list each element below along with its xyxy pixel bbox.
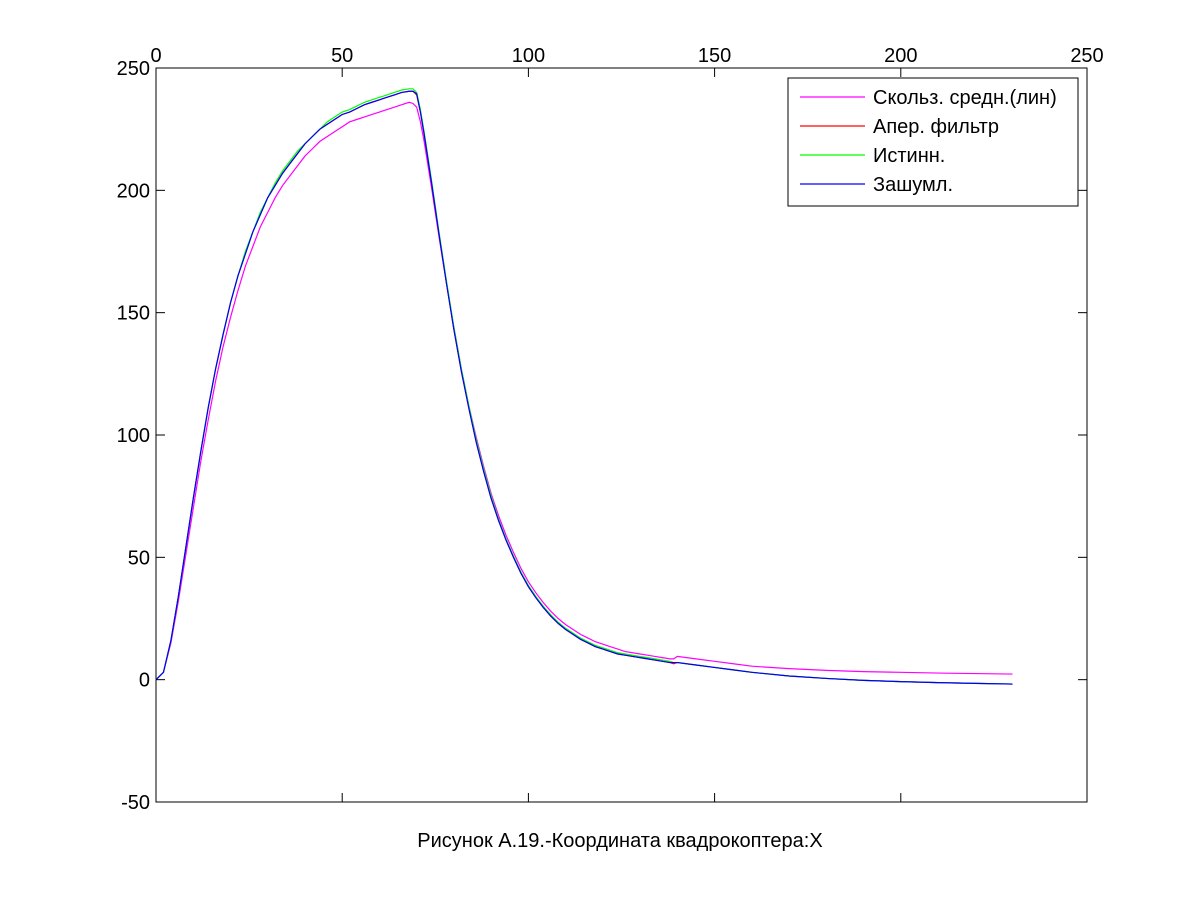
legend-label-2: Апер. фильтр — [873, 116, 999, 138]
y-tick-label: 200 — [117, 180, 150, 202]
legend-label-4: Зашумл. — [873, 174, 953, 196]
x-tick-label: 150 — [698, 45, 731, 67]
ticks-layer: 0 50 100 150 200 250 -50 0 50 100 150 200 250 — [117, 45, 1104, 814]
legend-box — [787, 77, 1079, 207]
y-tick-label: 150 — [117, 303, 150, 325]
x-tick-label: 50 — [331, 45, 353, 67]
legend-label-1: Скольз. средн.(лин) — [873, 87, 1057, 109]
series-line-4 — [155, 90, 1013, 685]
legend: Скольз. средн.(лин) Апер. фильтр Истинн. За… — [787, 77, 1079, 207]
y-tick-label: 0 — [139, 670, 150, 692]
y-tick-label: 250 — [117, 58, 150, 80]
y-tick-label: 100 — [117, 425, 150, 447]
x-tick-label: 0 — [150, 45, 161, 67]
series-layer — [155, 88, 1013, 685]
legend-label-3: Истинн. — [873, 145, 945, 167]
y-tick-label: 50 — [128, 547, 150, 569]
x-tick-label: 200 — [884, 45, 917, 67]
x-tick-label: 250 — [1070, 45, 1103, 67]
figure-caption: Рисунок А.19.-Координата квадрокоптера:X — [417, 830, 822, 852]
y-tick-label: -50 — [121, 792, 150, 814]
x-tick-label: 100 — [512, 45, 545, 67]
